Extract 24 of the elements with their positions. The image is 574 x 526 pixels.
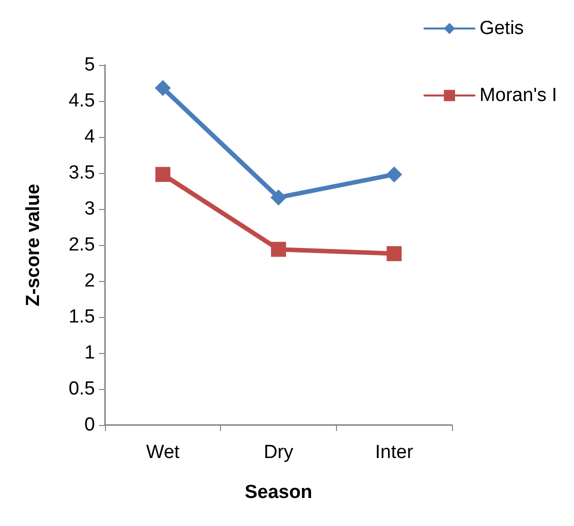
x-tick-label: Dry: [264, 442, 294, 463]
y-tick-label: 0.5: [68, 378, 95, 400]
y-tick-label: 5: [84, 54, 95, 76]
y-tick-label: 3: [84, 198, 95, 220]
y-tick-label: 2.5: [68, 234, 95, 256]
y-tick-label: 2: [84, 270, 95, 292]
y-tick-label: 4.5: [68, 90, 95, 112]
y-tick-label: 4: [84, 126, 96, 148]
y-tick-label: 1: [84, 342, 95, 364]
x-axis-title: Season: [244, 482, 312, 503]
y-tick-label: 1.5: [68, 306, 95, 328]
point: [155, 166, 170, 182]
point: [154, 80, 171, 96]
legend-label: Getis: [479, 18, 524, 39]
point: [386, 166, 402, 182]
point: [386, 246, 402, 262]
y-tick-label: 3.5: [68, 162, 95, 184]
y-axis-title: Z-score value: [23, 184, 44, 306]
point: [271, 242, 286, 257]
x-tick-label: Inter: [375, 442, 414, 463]
legend-label: Moran's I: [479, 85, 558, 106]
x-tick-label: Wet: [146, 442, 180, 463]
point: [270, 189, 286, 206]
y-tick-label: 0: [84, 414, 95, 436]
